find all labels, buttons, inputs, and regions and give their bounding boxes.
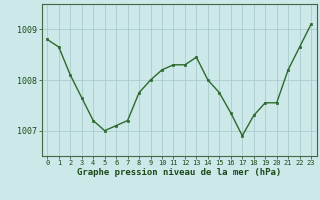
X-axis label: Graphe pression niveau de la mer (hPa): Graphe pression niveau de la mer (hPa) (77, 168, 281, 177)
